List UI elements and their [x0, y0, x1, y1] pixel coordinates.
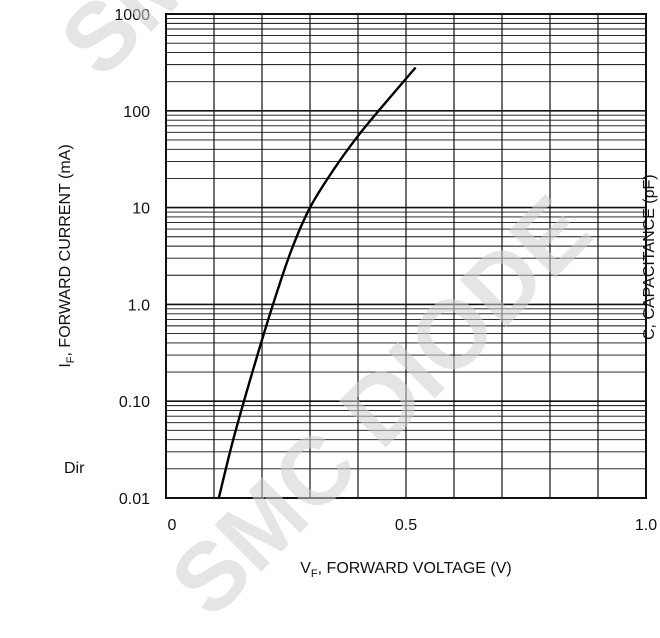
y-axis-label-sub: F [65, 356, 77, 363]
side-text-left: Dir [64, 460, 85, 477]
series-line-forward-current [217, 66, 417, 499]
y-tick-labels: 0.01 0.10 1.0 10 100 1000 [114, 7, 150, 508]
y-tick-label: 0.10 [119, 394, 150, 411]
plot-frame [165, 13, 647, 499]
x-axis-label-sub: F [311, 568, 318, 580]
y-tick-label: 100 [123, 104, 150, 121]
series-marks [217, 66, 417, 499]
y-tick-label: 0.01 [119, 491, 150, 508]
x-axis-label-main: V [300, 560, 311, 577]
x-tick-label: 0 [168, 517, 177, 534]
y-axis-label-rest: , FORWARD CURRENT (mA) [57, 144, 74, 356]
x-tick-label: 1.0 [635, 517, 657, 534]
x-tick-label: 0.5 [395, 517, 417, 534]
y-axis-label: IF, FORWARD CURRENT (mA) [57, 144, 77, 367]
grid [166, 14, 646, 499]
x-axis-label: VF, FORWARD VOLTAGE (V) [300, 560, 512, 580]
right-axis-label-partial: C, CAPACITANCE (pF) [641, 174, 658, 340]
x-tick-labels: 0 0.5 1.0 [168, 517, 658, 534]
y-tick-label: 1000 [114, 7, 150, 24]
x-axis-label-rest: , FORWARD VOLTAGE (V) [318, 560, 512, 577]
y-tick-label: 10 [132, 201, 150, 218]
y-tick-label: 1.0 [128, 297, 150, 314]
y-axis-label-main: I [57, 363, 74, 367]
